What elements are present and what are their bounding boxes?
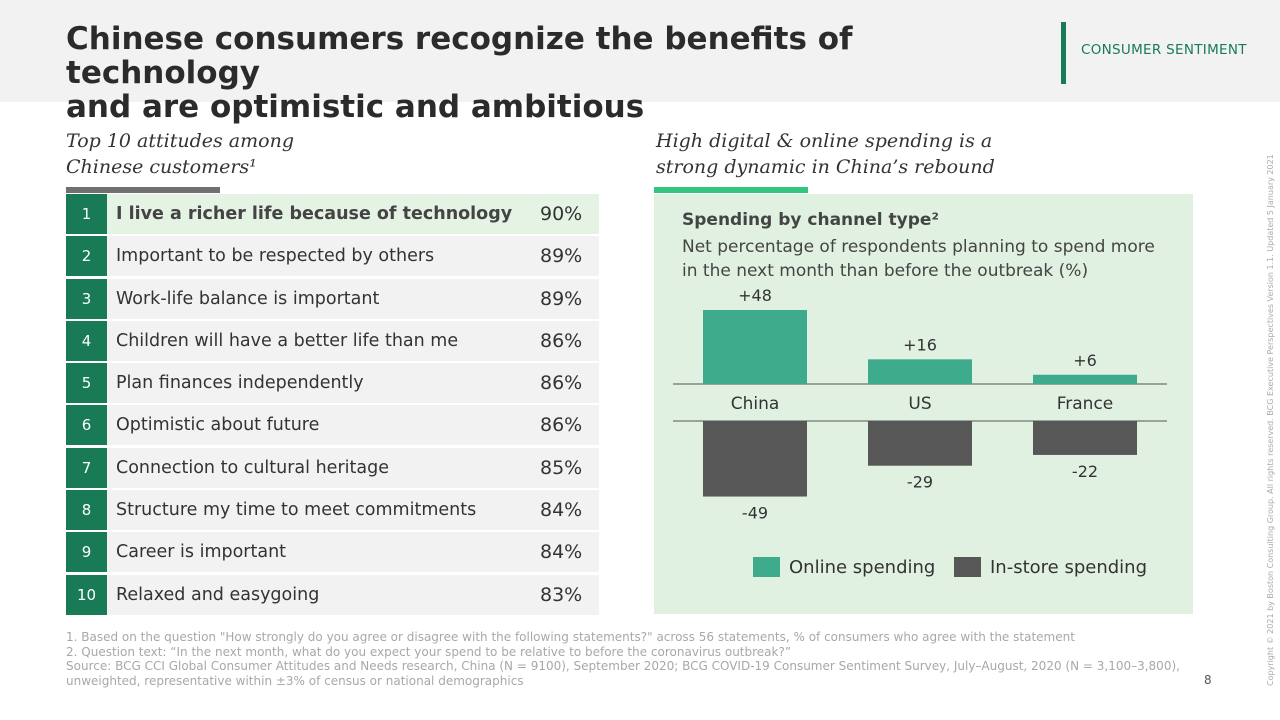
chart-subtitle: Net percentage of respondents planning t… — [682, 237, 1155, 281]
bar-online-china — [703, 310, 807, 384]
right-section-underline — [654, 187, 808, 193]
rank-badge: 5 — [66, 363, 107, 404]
attitude-percent: 86% — [540, 329, 583, 352]
attitude-label: Relaxed and easygoing — [116, 584, 320, 605]
table-row: 2 Important to be respected by others 89… — [66, 236, 599, 277]
attitude-percent: 83% — [540, 583, 583, 606]
table-row: 5 Plan finances independently 86% — [66, 363, 599, 404]
source-line-2: unweighted, representative within ±3% of… — [66, 673, 524, 688]
data-label-instore: -22 — [1072, 462, 1098, 481]
rank-badge: 1 — [66, 194, 107, 234]
source-line-1: Source: BCG CCI Global Consumer Attitude… — [66, 659, 1180, 673]
bar-instore-france — [1033, 421, 1137, 455]
category-label: France — [1057, 394, 1114, 414]
bar-instore-us — [868, 421, 972, 466]
data-label-instore: -49 — [742, 504, 768, 523]
table-row: 4 Children will have a better life than … — [66, 320, 599, 361]
attitudes-table: 1 I live a richer life because of techno… — [66, 194, 599, 617]
attitude-percent: 90% — [540, 203, 583, 225]
data-label-instore: -29 — [907, 473, 933, 492]
attitude-label: Career is important — [116, 542, 287, 563]
data-label-online: +48 — [738, 286, 772, 305]
table-row: 8 Structure my time to meet commitments … — [66, 490, 599, 531]
title-line-2: and are optimistic and ambitious — [66, 89, 645, 125]
legend-label-instore: In-store spending — [990, 557, 1148, 578]
rank-badge: 3 — [66, 278, 107, 319]
left-section-title-line-1: Top 10 attitudes among — [66, 130, 294, 152]
data-label-online: +6 — [1073, 351, 1097, 370]
table-row: 6 Optimistic about future 86% — [66, 405, 599, 446]
attitude-percent: 89% — [540, 245, 583, 268]
left-section-title-line-2: Chinese customers¹ — [66, 156, 257, 178]
right-section-title: High digital & online spending is a stro… — [656, 128, 1016, 180]
bar-online-us — [868, 359, 972, 384]
section-tag: CONSUMER SENTIMENT — [1081, 42, 1247, 58]
attitude-label: Plan finances independently — [116, 373, 364, 394]
chart-title: Spending by channel type² — [682, 210, 939, 230]
footnote-2: 2. Question text: “In the next month, wh… — [66, 644, 792, 659]
header-band: Chinese consumers recognize the benefits… — [0, 0, 1280, 124]
footnote-1: 1. Based on the question "How strongly d… — [66, 630, 1075, 644]
attitude-percent: 85% — [540, 456, 583, 479]
attitude-percent: 84% — [540, 541, 583, 564]
legend-swatch-instore — [954, 557, 981, 577]
page-number: 8 — [1204, 673, 1212, 687]
rank-badge: 8 — [66, 490, 107, 531]
rank-badge: 7 — [66, 447, 107, 488]
chart-panel: Spending by channel type² Net percentage… — [654, 194, 1193, 614]
right-section-title-line-1: High digital & online spending is a — [656, 130, 993, 152]
left-section-title: Top 10 attitudes among Chinese customers… — [66, 128, 366, 180]
rank-badge: 4 — [66, 320, 107, 361]
category-label: China — [731, 394, 780, 414]
legend-label-online: Online spending — [789, 557, 936, 578]
attitude-label: Work-life balance is important — [116, 288, 380, 309]
attitude-percent: 84% — [540, 499, 583, 522]
bar-instore-china — [703, 421, 807, 497]
title-line-1: Chinese consumers recognize the benefits… — [66, 21, 853, 91]
right-section-title-line-2: strong dynamic in China’s rebound — [656, 156, 995, 178]
attitude-label: Children will have a better life than me — [116, 330, 459, 351]
footnotes: 1. Based on the question "How strongly d… — [66, 630, 1186, 688]
table-row: 9 Career is important 84% — [66, 532, 599, 573]
tag-accent-bar — [1061, 22, 1066, 84]
legend-swatch-online — [753, 557, 780, 577]
table-row: 3 Work-life balance is important 89% — [66, 278, 599, 319]
category-label: US — [908, 394, 931, 414]
attitude-percent: 86% — [540, 372, 583, 395]
table-row: 1 I live a richer life because of techno… — [66, 194, 599, 234]
attitude-percent: 89% — [540, 287, 583, 310]
attitude-label: Structure my time to meet commitments — [116, 500, 477, 521]
attitude-label: Optimistic about future — [116, 415, 320, 436]
table-row: 7 Connection to cultural heritage 85% — [66, 447, 599, 488]
table-row: 10 Relaxed and easygoing 83% — [66, 574, 599, 615]
page-title: Chinese consumers recognize the benefits… — [66, 22, 1026, 124]
copyright-notice: Copyright © 2021 by Boston Consulting Gr… — [1266, 154, 1275, 686]
spending-chart: +48 China -49 +16 US -29 +6 France -22 — [673, 286, 1167, 523]
attitude-percent: 86% — [540, 414, 583, 437]
rank-badge: 10 — [66, 574, 107, 615]
rank-badge: 9 — [66, 532, 107, 573]
data-label-online: +16 — [903, 335, 937, 354]
left-section-underline — [66, 187, 220, 193]
rank-badge: 6 — [66, 405, 107, 446]
attitude-label: Important to be respected by others — [116, 246, 435, 267]
attitude-label: I live a richer life because of technolo… — [116, 204, 513, 224]
attitude-label: Connection to cultural heritage — [116, 457, 389, 478]
bar-online-france — [1033, 374, 1137, 384]
rank-badge: 2 — [66, 236, 107, 277]
